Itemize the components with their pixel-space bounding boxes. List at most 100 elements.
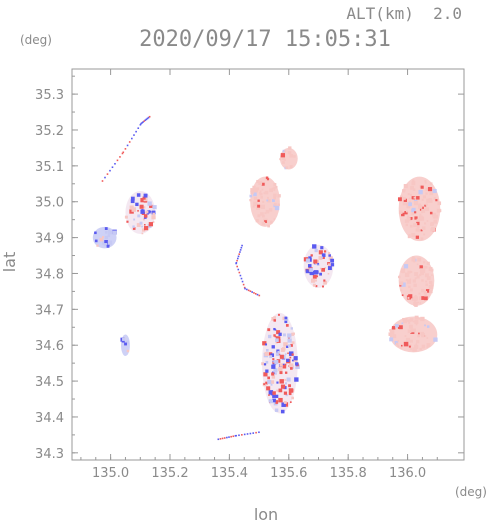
echo-cell [327,263,332,267]
echo-cell [253,201,258,207]
echo-cell [261,221,266,226]
echo-cell [261,182,265,186]
altitude-label: ALT(km) 2.0 [346,4,462,23]
echo-cell [418,292,421,295]
echo-trace-south-line [217,431,260,441]
echo-cell [106,173,109,175]
echo-cell [99,237,104,242]
echo-cell [149,204,153,208]
echo-cell [408,345,411,348]
echo-cell [104,176,106,179]
echo-cell [408,324,413,329]
echo-cell [280,409,285,414]
echo-region-center-south [261,312,300,414]
echo-cell [421,344,426,349]
echo-cell [307,264,312,268]
echo-cell [399,195,403,199]
echo-cell [104,231,108,234]
echo-cell [421,334,425,338]
echo-cell [232,435,235,438]
echo-cell [265,360,269,364]
echo-cell [421,279,424,282]
echo-cell [94,239,98,243]
echo-cell [112,230,117,235]
echo-cell [424,180,427,182]
echo-cell [274,408,279,412]
echo-cell [420,316,425,322]
echo-cell [279,354,284,359]
echo-cell [429,280,433,285]
echo-cell [237,268,240,271]
echo-cell [413,223,418,228]
echo-cell [321,267,326,272]
echo-cell [417,301,420,304]
echo-cell [287,151,291,154]
echo-cell [403,318,406,321]
echo-cell [262,200,265,203]
echo-cell [309,270,315,276]
echo-cell [429,211,433,215]
x-axis-title: lon [254,505,278,521]
echo-cell [402,189,406,193]
echo-cell [405,337,411,343]
echo-cell [269,355,273,359]
echo-cell [137,210,139,212]
echo-cell [126,144,129,147]
echo-cell [142,218,146,221]
echo-cell [283,391,288,395]
echo-cell [434,214,439,219]
echo-cell [283,401,287,404]
x-tick-label: 135.2 [151,466,188,481]
echo-cell [295,362,299,366]
echo-cell [275,394,279,398]
echo-cell [139,221,143,225]
echo-cell [413,283,417,288]
echo-cell [288,351,294,356]
echo-cell [409,347,413,351]
echo-cell [324,267,327,269]
echo-cell [424,273,429,278]
echo-cell [125,340,129,344]
echo-cell [407,296,410,299]
echo-cell [263,383,265,385]
echo-cell [426,346,429,349]
echo-cell [124,215,128,219]
echo-cell [318,250,323,255]
echo-cell [423,290,428,295]
echo-layer [92,115,442,441]
echo-cell [429,285,434,290]
echo-cell [435,199,438,202]
echo-cell [249,432,252,435]
chart-title-timestamp: 2020/09/17 15:05:31 [139,27,391,52]
echo-cell [430,283,433,286]
echo-cell [277,350,280,353]
echo-cell [273,182,277,186]
echo-cell [289,401,292,403]
echo-cell [420,331,424,336]
echo-cell [317,262,319,265]
echo-cell [316,275,319,278]
echo-cell [405,210,408,213]
echo-cell [283,342,288,347]
echo-cell [262,341,267,346]
echo-cell [404,335,407,337]
echo-cell [126,342,129,345]
echo-cell [398,210,403,214]
y-tick-label: 34.6 [35,339,64,354]
echo-cell [437,201,442,206]
y-tick-label: 34.3 [35,447,64,462]
echo-cell [228,436,230,438]
echo-cell [419,295,422,298]
echo-cell [273,327,276,331]
echo-region-west-patch [92,226,117,249]
echo-cell [416,196,420,200]
echo-cell [282,363,285,367]
echo-cell [139,123,142,126]
echo-cell [237,255,240,258]
echo-cell [294,377,299,382]
echo-cell [133,218,136,221]
echo-cell [271,345,275,349]
echo-cell [238,271,241,274]
echo-cell [424,265,428,269]
